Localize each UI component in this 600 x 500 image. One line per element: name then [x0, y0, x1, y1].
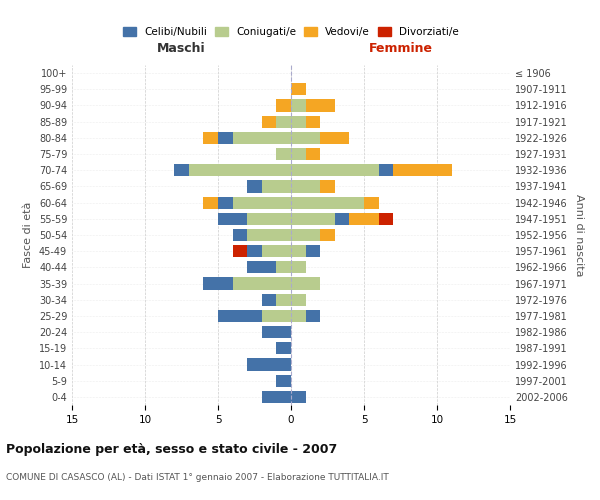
Bar	[305, 148, 320, 160]
Bar	[277, 342, 291, 354]
Bar	[335, 212, 349, 225]
Bar	[233, 196, 291, 208]
Bar	[247, 262, 277, 274]
Bar	[305, 100, 335, 112]
Bar	[233, 245, 247, 258]
Bar	[291, 212, 335, 225]
Text: Femmine: Femmine	[368, 42, 433, 56]
Bar	[291, 83, 305, 96]
Bar	[277, 100, 291, 112]
Bar	[277, 262, 291, 274]
Bar	[305, 310, 320, 322]
Bar	[233, 132, 291, 144]
Bar	[291, 100, 305, 112]
Bar	[262, 294, 277, 306]
Text: Maschi: Maschi	[157, 42, 206, 56]
Bar	[218, 310, 262, 322]
Bar	[291, 148, 305, 160]
Bar	[291, 196, 364, 208]
Bar	[262, 180, 291, 192]
Bar	[203, 132, 218, 144]
Bar	[247, 180, 262, 192]
Bar	[247, 358, 291, 370]
Bar	[291, 391, 305, 403]
Legend: Celibi/Nubili, Coniugati/e, Vedovi/e, Divorziati/e: Celibi/Nubili, Coniugati/e, Vedovi/e, Di…	[119, 22, 463, 41]
Bar	[262, 326, 291, 338]
Bar	[247, 229, 291, 241]
Bar	[247, 245, 262, 258]
Bar	[305, 245, 320, 258]
Bar	[291, 310, 305, 322]
Bar	[262, 116, 277, 128]
Bar	[203, 278, 233, 289]
Bar	[291, 294, 305, 306]
Bar	[291, 245, 305, 258]
Bar	[320, 132, 349, 144]
Bar	[364, 196, 379, 208]
Bar	[277, 116, 291, 128]
Text: COMUNE DI CASASCO (AL) - Dati ISTAT 1° gennaio 2007 - Elaborazione TUTTITALIA.IT: COMUNE DI CASASCO (AL) - Dati ISTAT 1° g…	[6, 472, 389, 482]
Bar	[291, 132, 320, 144]
Bar	[203, 196, 218, 208]
Y-axis label: Anni di nascita: Anni di nascita	[574, 194, 584, 276]
Bar	[320, 229, 335, 241]
Bar	[218, 212, 247, 225]
Bar	[277, 148, 291, 160]
Bar	[233, 229, 247, 241]
Bar	[291, 180, 320, 192]
Bar	[189, 164, 291, 176]
Bar	[305, 116, 320, 128]
Bar	[277, 374, 291, 387]
Bar	[291, 229, 320, 241]
Bar	[218, 132, 233, 144]
Bar	[291, 164, 379, 176]
Bar	[174, 164, 189, 176]
Y-axis label: Fasce di età: Fasce di età	[23, 202, 33, 268]
Bar	[262, 310, 291, 322]
Bar	[393, 164, 452, 176]
Bar	[277, 294, 291, 306]
Bar	[291, 116, 305, 128]
Bar	[379, 212, 393, 225]
Bar	[320, 180, 335, 192]
Bar	[233, 278, 291, 289]
Bar	[218, 196, 233, 208]
Bar	[262, 245, 291, 258]
Bar	[247, 212, 291, 225]
Bar	[291, 262, 305, 274]
Bar	[349, 212, 379, 225]
Text: Popolazione per età, sesso e stato civile - 2007: Popolazione per età, sesso e stato civil…	[6, 442, 337, 456]
Bar	[379, 164, 393, 176]
Bar	[291, 278, 320, 289]
Bar	[262, 391, 291, 403]
